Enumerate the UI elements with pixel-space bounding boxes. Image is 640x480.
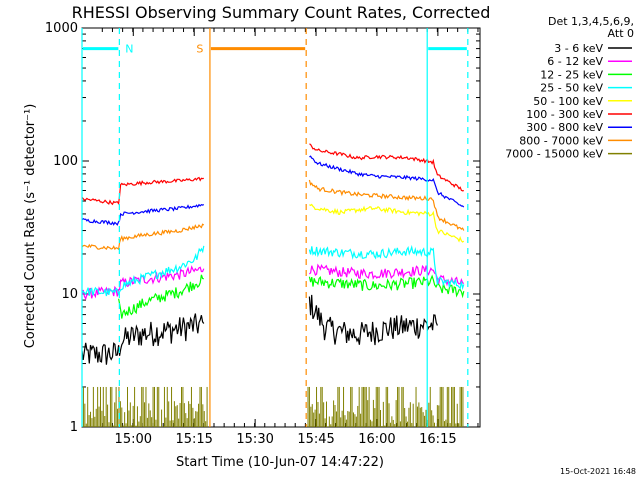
legend-entry-label: 12 - 25 keV	[540, 68, 603, 81]
x-axis-label: Start Time (10-Jun-07 14:47:22)	[176, 455, 384, 470]
series-line	[308, 179, 465, 231]
marker-s: S	[196, 28, 307, 427]
x-tick-label: 16:00	[358, 432, 395, 447]
series-100-300-kev	[81, 143, 464, 206]
legend-entry-label: 800 - 7000 keV	[519, 134, 603, 147]
series-line	[118, 274, 204, 319]
series-line	[308, 274, 465, 299]
plot-frame	[81, 27, 481, 428]
y-tick-label: 100	[53, 154, 78, 169]
chart-title: RHESSI Observing Summary Count Rates, Co…	[72, 3, 491, 22]
series-50-100-kev	[309, 203, 465, 243]
series-12-25-kev	[118, 274, 465, 319]
series-line	[309, 143, 464, 192]
legend-entry-label: 100 - 300 keV	[526, 108, 603, 121]
marker-label: N	[125, 43, 133, 56]
y-tick-label: 1	[70, 420, 78, 435]
y-axis-label: Corrected Count Rate (s⁻¹ detector⁻¹)	[23, 104, 38, 349]
y-tick-label: 1000	[45, 21, 78, 36]
marker-end	[426, 28, 469, 427]
series-line	[308, 294, 438, 346]
legend-entry-label: 6 - 12 keV	[547, 55, 603, 68]
footer-date: 15-Oct-2021 16:48	[560, 467, 636, 476]
x-tick-label: 15:00	[115, 432, 152, 447]
plot-area: 1 10 100 1000 15:00 15:15 15:30 15:45 16:00 16:15…	[45, 21, 481, 447]
legend-entry-label: 50 - 100 keV	[533, 95, 603, 108]
x-tick-label: 16:15	[419, 432, 456, 447]
series-25-50-kev	[81, 244, 465, 297]
legend-header-attenuator: Att 0	[608, 27, 634, 40]
series-800-7000-kev	[81, 179, 465, 251]
series-line	[81, 245, 205, 297]
series-line	[81, 223, 205, 251]
x-tick-label: 15:30	[236, 432, 273, 447]
legend-entry-label: 7000 - 15000 keV	[505, 148, 603, 161]
marker-label: S	[196, 43, 203, 56]
series-line	[309, 155, 465, 208]
y-tick-label: 10	[61, 287, 78, 302]
series-line	[309, 203, 465, 243]
series-line	[81, 313, 205, 365]
series-7000-15000-kev	[81, 386, 464, 427]
legend-entry-label: 300 - 800 keV	[526, 121, 603, 134]
series-300-800-kev	[81, 155, 465, 226]
series-line	[81, 176, 204, 206]
legend-entry-label: 25 - 50 keV	[540, 82, 603, 95]
x-tick-label: 15:45	[297, 432, 334, 447]
x-tick-label: 15:15	[175, 432, 212, 447]
series-line	[81, 203, 205, 226]
series-3-6-kev	[81, 294, 438, 365]
legend-header-detectors: Det 1,3,4,5,6,9,	[548, 15, 634, 28]
legend-entry-label: 3 - 6 keV	[554, 42, 603, 55]
marker-n: N	[81, 28, 133, 427]
series-line	[308, 244, 465, 291]
